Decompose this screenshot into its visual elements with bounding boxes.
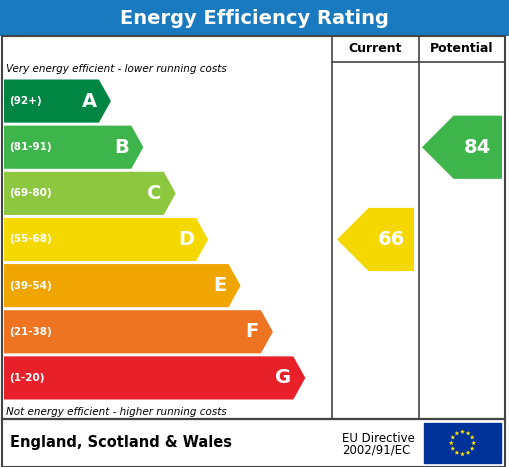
Text: (92+): (92+) bbox=[9, 96, 42, 106]
Polygon shape bbox=[4, 310, 273, 354]
Text: Not energy efficient - higher running costs: Not energy efficient - higher running co… bbox=[6, 407, 227, 417]
Text: England, Scotland & Wales: England, Scotland & Wales bbox=[10, 436, 232, 451]
Text: EU Directive: EU Directive bbox=[342, 432, 415, 445]
Polygon shape bbox=[4, 264, 241, 307]
Bar bbox=[2, 419, 505, 467]
Polygon shape bbox=[4, 172, 176, 215]
Text: (21-38): (21-38) bbox=[9, 327, 52, 337]
Polygon shape bbox=[455, 431, 459, 435]
Text: Very energy efficient - lower running costs: Very energy efficient - lower running co… bbox=[6, 64, 227, 74]
Text: B: B bbox=[115, 138, 129, 157]
Polygon shape bbox=[455, 450, 459, 455]
Text: (81-91): (81-91) bbox=[9, 142, 51, 152]
Polygon shape bbox=[470, 446, 474, 451]
Text: F: F bbox=[246, 322, 259, 341]
Text: 2002/91/EC: 2002/91/EC bbox=[342, 444, 410, 457]
Bar bbox=[0, 0, 509, 36]
Polygon shape bbox=[337, 208, 414, 271]
Polygon shape bbox=[4, 218, 208, 261]
Bar bbox=[424, 423, 501, 463]
Text: C: C bbox=[147, 184, 162, 203]
Polygon shape bbox=[471, 440, 476, 445]
Polygon shape bbox=[4, 79, 111, 123]
Polygon shape bbox=[422, 116, 502, 179]
Polygon shape bbox=[450, 435, 455, 439]
Polygon shape bbox=[449, 440, 454, 445]
Text: E: E bbox=[213, 276, 227, 295]
Polygon shape bbox=[470, 435, 474, 439]
Polygon shape bbox=[450, 446, 455, 451]
Polygon shape bbox=[4, 126, 144, 169]
Text: D: D bbox=[178, 230, 194, 249]
Polygon shape bbox=[466, 450, 470, 455]
Polygon shape bbox=[460, 452, 465, 456]
Polygon shape bbox=[466, 431, 470, 435]
Text: Potential: Potential bbox=[430, 42, 494, 56]
Polygon shape bbox=[4, 356, 305, 399]
Text: G: G bbox=[275, 368, 291, 388]
Text: (39-54): (39-54) bbox=[9, 281, 52, 290]
Text: A: A bbox=[82, 92, 97, 111]
Polygon shape bbox=[460, 429, 465, 434]
Bar bbox=[2, 36, 505, 419]
Text: (1-20): (1-20) bbox=[9, 373, 44, 383]
Text: (55-68): (55-68) bbox=[9, 234, 52, 245]
Text: Current: Current bbox=[349, 42, 402, 56]
Text: 84: 84 bbox=[464, 138, 491, 157]
Text: 66: 66 bbox=[378, 230, 405, 249]
Text: Energy Efficiency Rating: Energy Efficiency Rating bbox=[120, 8, 389, 28]
Text: (69-80): (69-80) bbox=[9, 188, 51, 198]
